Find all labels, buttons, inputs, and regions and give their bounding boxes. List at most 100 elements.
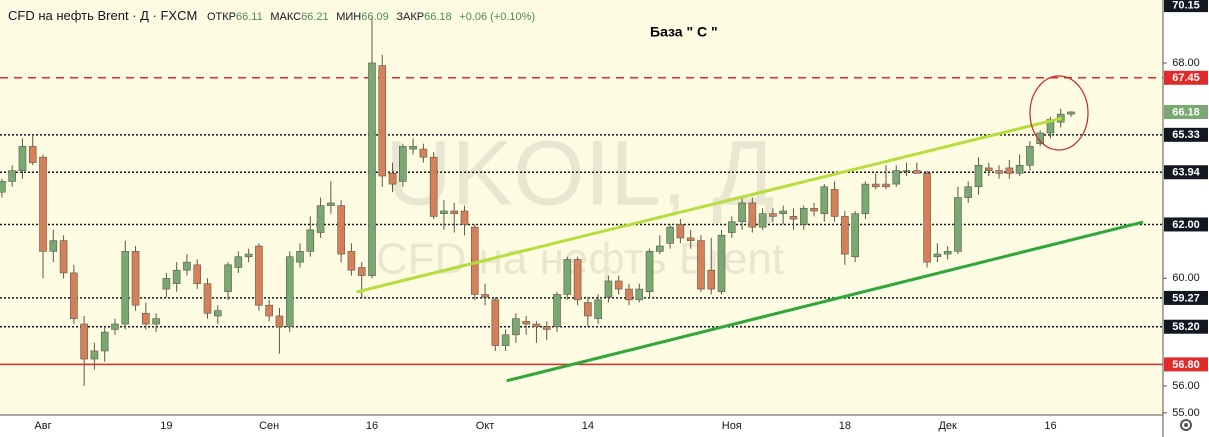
candle-body: [656, 245, 664, 252]
level-label: 59.27: [1172, 292, 1200, 304]
candle-body: [70, 272, 78, 319]
candle-body: [265, 304, 273, 317]
candle-body: [954, 197, 962, 252]
candle-body: [255, 245, 263, 306]
level-label: 70.15: [1172, 0, 1200, 12]
close-value: 66.18: [424, 11, 452, 23]
candle-body: [738, 202, 746, 223]
candle-body: [902, 170, 911, 172]
candle-body: [645, 251, 654, 293]
trend-line: [506, 220, 1144, 383]
candle-body: [100, 331, 109, 352]
candle-body: [203, 283, 212, 314]
candle-body: [974, 164, 983, 188]
candle-body: [142, 312, 150, 325]
candle-body: [686, 237, 695, 241]
candle-body: [799, 208, 808, 225]
candle-body: [213, 310, 222, 317]
candle-body: [18, 146, 27, 171]
candle-body: [573, 259, 582, 301]
candle-body: [121, 251, 130, 325]
level-label: 66.18: [1172, 106, 1200, 118]
candle-body: [923, 173, 931, 263]
candle-body: [1067, 111, 1075, 115]
candle-body: [892, 170, 901, 185]
candle-body: [501, 334, 510, 346]
candle-body: [388, 173, 397, 185]
candle-body: [1005, 167, 1014, 174]
low-label: МИН: [336, 11, 361, 23]
candle-body: [697, 240, 705, 290]
candle-body: [882, 183, 890, 188]
candle-body: [717, 234, 726, 293]
candle-body: [131, 251, 140, 306]
candle-body: [162, 277, 171, 290]
open-value: 66.11: [236, 11, 263, 23]
candle-body: [635, 288, 644, 301]
candle-body: [347, 251, 356, 271]
candle-body: [1015, 164, 1024, 174]
candle-body: [152, 318, 160, 325]
candle-body: [830, 189, 839, 217]
candle-body: [913, 170, 921, 174]
level-label-box: [1164, 0, 1208, 13]
candle-body: [429, 156, 438, 217]
level-label: 58.20: [1172, 321, 1200, 333]
candle-body: [244, 253, 253, 258]
candle-body: [296, 251, 304, 263]
low-value: 66.09: [361, 11, 389, 23]
level-label: 65.33: [1172, 129, 1200, 141]
candle-body: [285, 256, 294, 328]
x-tick-label: 16: [366, 420, 378, 432]
trend-line: [356, 116, 1063, 294]
candle-body: [933, 253, 942, 258]
candle-body: [563, 259, 572, 295]
level-label: 62.00: [1172, 219, 1200, 231]
candle-body: [625, 288, 633, 301]
plot-background: [0, 0, 1163, 415]
gear-center[interactable]: [1184, 423, 1188, 427]
candle-body: [337, 205, 345, 255]
x-tick-label: Ноя: [722, 420, 742, 432]
candle-body: [871, 183, 880, 188]
candle-body: [0, 181, 6, 193]
candle-body: [275, 315, 284, 328]
candle-body: [90, 350, 99, 360]
candle-body: [522, 321, 530, 325]
open-label: ОТКР: [207, 11, 236, 23]
candle-body: [727, 221, 736, 233]
candle-body: [676, 224, 685, 239]
candle-body: [964, 186, 973, 198]
candle-body: [316, 205, 325, 233]
candle-body: [532, 323, 541, 328]
candle-body: [594, 299, 602, 319]
candle-body: [409, 146, 417, 150]
candle-body: [368, 62, 376, 276]
candle-body: [984, 167, 993, 171]
candle-body: [80, 323, 88, 360]
candle-body: [707, 269, 716, 290]
x-tick-label: 14: [582, 420, 594, 432]
highlight-circle: [1029, 75, 1089, 151]
x-tick-label: 18: [839, 420, 851, 432]
candle-body: [614, 280, 623, 290]
change: +0.06 (+0.10%): [459, 11, 535, 23]
settings-icon[interactable]: [1180, 419, 1192, 431]
level-label: 67.45: [1172, 72, 1200, 84]
x-tick-label: 16: [1044, 420, 1056, 432]
watermark: UKOIL, Д: [385, 122, 775, 224]
candle-body: [357, 267, 366, 276]
candle-body: [419, 148, 428, 158]
candle-body: [748, 202, 757, 228]
candle-body: [604, 280, 613, 298]
candle-body: [193, 264, 202, 284]
candle-body: [758, 213, 767, 228]
candle-body: [440, 210, 448, 214]
candle-body: [584, 302, 592, 317]
level-label-box: [1164, 165, 1208, 180]
gear[interactable]: [1180, 419, 1192, 431]
candle-body: [851, 213, 859, 258]
x-tick-label: 19: [160, 420, 172, 432]
candle-body: [861, 183, 870, 214]
